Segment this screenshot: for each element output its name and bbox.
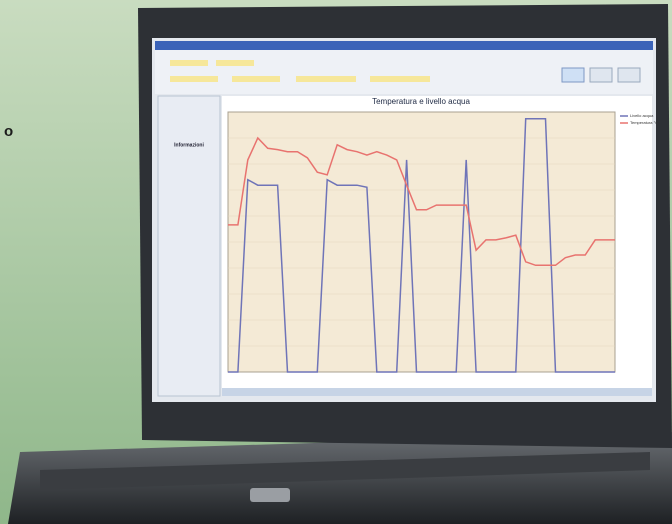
data-line bbox=[228, 136, 615, 267]
side-panel bbox=[157, 95, 221, 397]
chart-title: Temperatura e livello acqua bbox=[372, 97, 470, 106]
title-bar bbox=[155, 41, 653, 50]
legend-label: Livello acqua bbox=[630, 113, 654, 118]
input bbox=[216, 60, 254, 66]
input bbox=[296, 76, 356, 82]
button[interactable] bbox=[589, 67, 613, 83]
legend-label: Temperatura °C bbox=[630, 120, 658, 125]
input bbox=[232, 76, 280, 82]
panel-heading: Informazioni bbox=[174, 142, 204, 148]
text-fragment: o bbox=[4, 123, 13, 140]
input bbox=[370, 76, 430, 82]
input bbox=[170, 76, 218, 82]
latch bbox=[250, 488, 290, 502]
input bbox=[170, 60, 208, 66]
status-bar bbox=[222, 388, 652, 396]
button[interactable] bbox=[617, 67, 641, 83]
data-line bbox=[228, 118, 615, 373]
button[interactable] bbox=[561, 67, 585, 83]
laptop-edge bbox=[40, 452, 650, 490]
